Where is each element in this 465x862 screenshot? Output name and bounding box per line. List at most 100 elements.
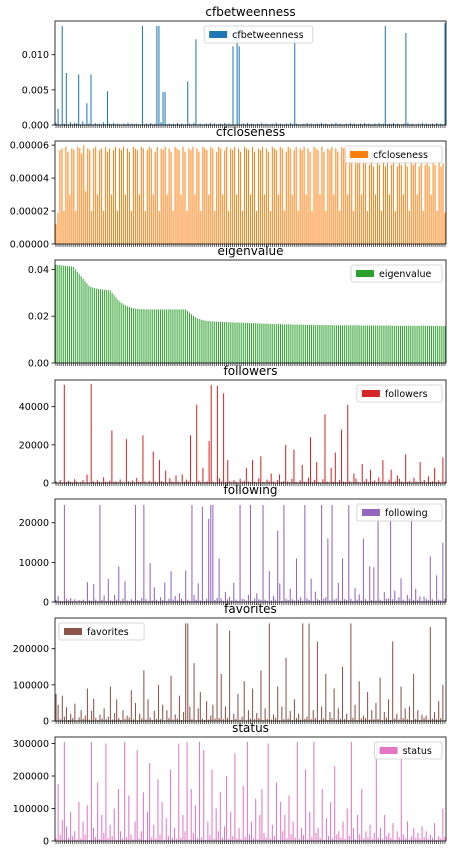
bar: [84, 715, 86, 721]
bar: [327, 836, 330, 842]
bar: [228, 211, 230, 244]
bar: [139, 713, 141, 721]
bar: [285, 324, 287, 364]
bar: [438, 480, 440, 483]
bar: [195, 39, 197, 125]
bar-series: [55, 623, 446, 721]
bar: [442, 542, 444, 602]
bar: [294, 39, 296, 125]
bar: [226, 146, 228, 244]
bar: [256, 713, 258, 721]
bar: [336, 834, 338, 841]
bar: [266, 479, 268, 483]
bar: [231, 600, 233, 602]
bar: [210, 715, 212, 721]
bar: [164, 582, 166, 602]
bar: [268, 481, 270, 483]
bar: [287, 146, 289, 244]
bar: [113, 150, 115, 244]
bar: [90, 383, 92, 483]
bar: [55, 122, 57, 125]
bar: [377, 163, 379, 244]
bar: [176, 600, 178, 602]
bar: [419, 596, 421, 602]
bar: [272, 481, 274, 483]
bar: [203, 600, 206, 602]
bar: [86, 283, 88, 363]
bar: [309, 151, 311, 244]
bar: [172, 123, 174, 125]
bar: [251, 146, 253, 244]
bar: [251, 821, 253, 841]
bar: [128, 717, 130, 721]
bar: [88, 840, 90, 841]
bar: [386, 836, 388, 842]
bar: [258, 599, 260, 602]
bar: [419, 325, 421, 363]
y-tick-label: 0.005: [22, 85, 49, 96]
bar: [237, 693, 239, 721]
bar: [398, 837, 400, 841]
bar: [195, 599, 197, 602]
bar: [264, 323, 266, 363]
bar: [202, 467, 204, 483]
bar: [220, 321, 221, 363]
bar: [239, 504, 241, 602]
bar: [92, 481, 94, 483]
bar: [342, 821, 344, 841]
bar: [262, 481, 264, 483]
plot-frame: [54, 379, 447, 484]
bar: [178, 150, 180, 244]
bar: [312, 710, 314, 721]
bar: [250, 323, 252, 363]
bar: [125, 305, 127, 363]
bar: [303, 324, 305, 363]
bar: [117, 123, 119, 125]
bar: [98, 123, 100, 125]
bar: [394, 839, 396, 841]
bar: [170, 571, 172, 602]
bar: [338, 831, 340, 841]
bar: [277, 686, 279, 721]
bar: [97, 782, 99, 841]
bar: [162, 91, 164, 125]
bar: [106, 91, 108, 125]
bar: [429, 834, 431, 841]
legend: cfbetweenness: [203, 25, 314, 44]
bar: [386, 163, 388, 244]
bar: [117, 299, 119, 363]
bar: [332, 838, 334, 841]
bar: [239, 719, 241, 721]
plot-frame: [54, 617, 447, 722]
bar: [328, 325, 330, 363]
bar: [396, 600, 398, 602]
bar: [411, 325, 413, 363]
bar: [427, 476, 429, 483]
bar: [375, 702, 377, 721]
bar: [148, 309, 150, 363]
bar: [261, 146, 263, 244]
bar: [375, 600, 377, 602]
bar: [415, 325, 417, 363]
bar: [200, 211, 202, 244]
legend-label: status: [403, 746, 432, 757]
bar: [245, 467, 247, 483]
bar: [422, 211, 424, 244]
bar: [218, 558, 220, 602]
bar: [202, 146, 204, 244]
bar: [192, 832, 194, 842]
bar: [319, 838, 321, 841]
bar: [254, 598, 256, 602]
y-tick-label: 0.00002: [10, 206, 49, 217]
bar: [128, 795, 130, 841]
bar: [59, 834, 61, 841]
bar: [113, 122, 115, 125]
bar: [178, 593, 180, 602]
bar: [309, 324, 311, 363]
bar: [350, 741, 352, 842]
bar: [371, 838, 373, 841]
bar: [186, 741, 188, 842]
bar: [275, 782, 278, 841]
subplot-title: status: [232, 721, 269, 735]
bar: [69, 122, 71, 125]
